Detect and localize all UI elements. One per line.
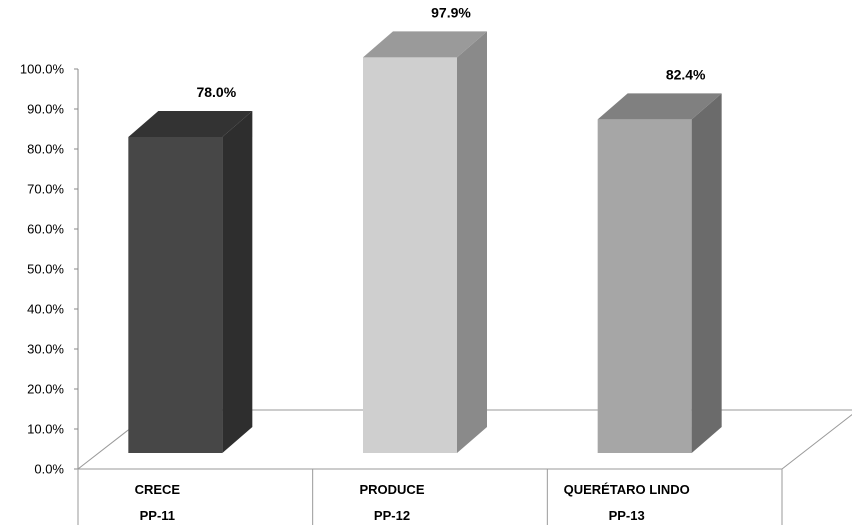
bar <box>363 31 487 454</box>
y-tick-label: 0.0% <box>34 462 64 477</box>
bar-side <box>691 93 722 454</box>
labels-layer: 0.0% 10.0% 20.0% 30.0% 40.0% 50.0% 60.0% 70.0% 8… <box>20 4 706 523</box>
y-tick-label: 100.0% <box>20 62 65 77</box>
bar <box>128 111 253 453</box>
category-label: CRECE <box>135 482 181 497</box>
category-code-label: PP-13 <box>609 508 645 523</box>
category-label: QUERÉTARO LINDO <box>564 482 690 497</box>
bar-front <box>597 119 692 454</box>
bars-layer <box>128 31 722 454</box>
category-label: PRODUCE <box>359 482 424 497</box>
data-label: 82.4% <box>666 66 706 82</box>
bar-top <box>363 31 487 58</box>
data-label: 97.9% <box>431 4 471 20</box>
bar-top <box>128 111 253 137</box>
y-tick-label: 30.0% <box>27 342 64 357</box>
bar <box>597 93 722 454</box>
y-tick-label: 10.0% <box>27 422 64 437</box>
bar-front <box>128 137 223 453</box>
y-tick-label: 80.0% <box>27 142 64 157</box>
bar-top <box>597 93 722 120</box>
category-code-label: PP-12 <box>374 508 410 523</box>
y-tick-label: 60.0% <box>27 222 64 237</box>
y-tick-label: 20.0% <box>27 382 64 397</box>
bar-side <box>222 111 253 453</box>
bar-front <box>363 57 457 454</box>
y-tick-label: 50.0% <box>27 262 64 277</box>
y-tick-label: 70.0% <box>27 182 64 197</box>
category-code-label: PP-11 <box>140 508 175 523</box>
y-tick-label: 90.0% <box>27 102 64 117</box>
data-label: 78.0% <box>196 84 236 100</box>
y-tick-label: 40.0% <box>27 302 64 317</box>
bar-side <box>457 31 487 454</box>
